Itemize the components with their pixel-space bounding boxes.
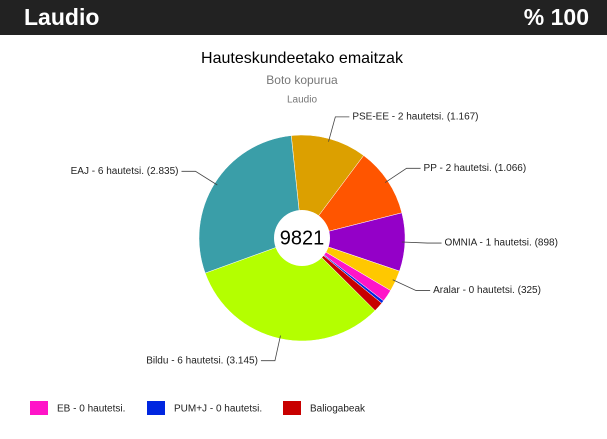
- header-bar: Laudio % 100: [0, 0, 607, 35]
- callout-line: [401, 241, 442, 244]
- callout-line: [328, 116, 350, 142]
- legend-swatch: [30, 401, 48, 415]
- total-label: 9821: [280, 227, 325, 249]
- slice-label: PSE-EE - 2 hautetsi. (1.167): [352, 111, 478, 122]
- chart-place: Laudio: [287, 95, 317, 106]
- legend-label: Baliogabeak: [310, 404, 366, 415]
- slice-label: Bildu - 6 hautetsi. (3.145): [146, 355, 258, 366]
- callout-line: [384, 167, 421, 183]
- callout-line: [181, 170, 218, 186]
- legend-label: EB - 0 hautetsi.: [57, 404, 125, 415]
- legend-swatch: [147, 401, 165, 415]
- header-percent: % 100: [523, 4, 589, 30]
- slice-label: Aralar - 0 hautetsi. (325): [433, 285, 541, 296]
- slice-label: OMNIA - 1 hautetsi. (898): [445, 238, 558, 249]
- center-hole: [274, 210, 330, 266]
- legend-label: PUM+J - 0 hautetsi.: [174, 404, 262, 415]
- chart-subtitle: Boto kopurua: [266, 73, 338, 87]
- chart-title: Hauteskundeetako emaitzak: [201, 50, 404, 67]
- slice-label: EAJ - 6 hautetsi. (2.835): [71, 166, 179, 177]
- callout-line: [260, 335, 281, 362]
- legend-swatch: [283, 401, 301, 415]
- callout-line: [392, 279, 431, 291]
- slice-label: PP - 2 hautetsi. (1.066): [424, 163, 527, 174]
- header-title: Laudio: [24, 4, 100, 30]
